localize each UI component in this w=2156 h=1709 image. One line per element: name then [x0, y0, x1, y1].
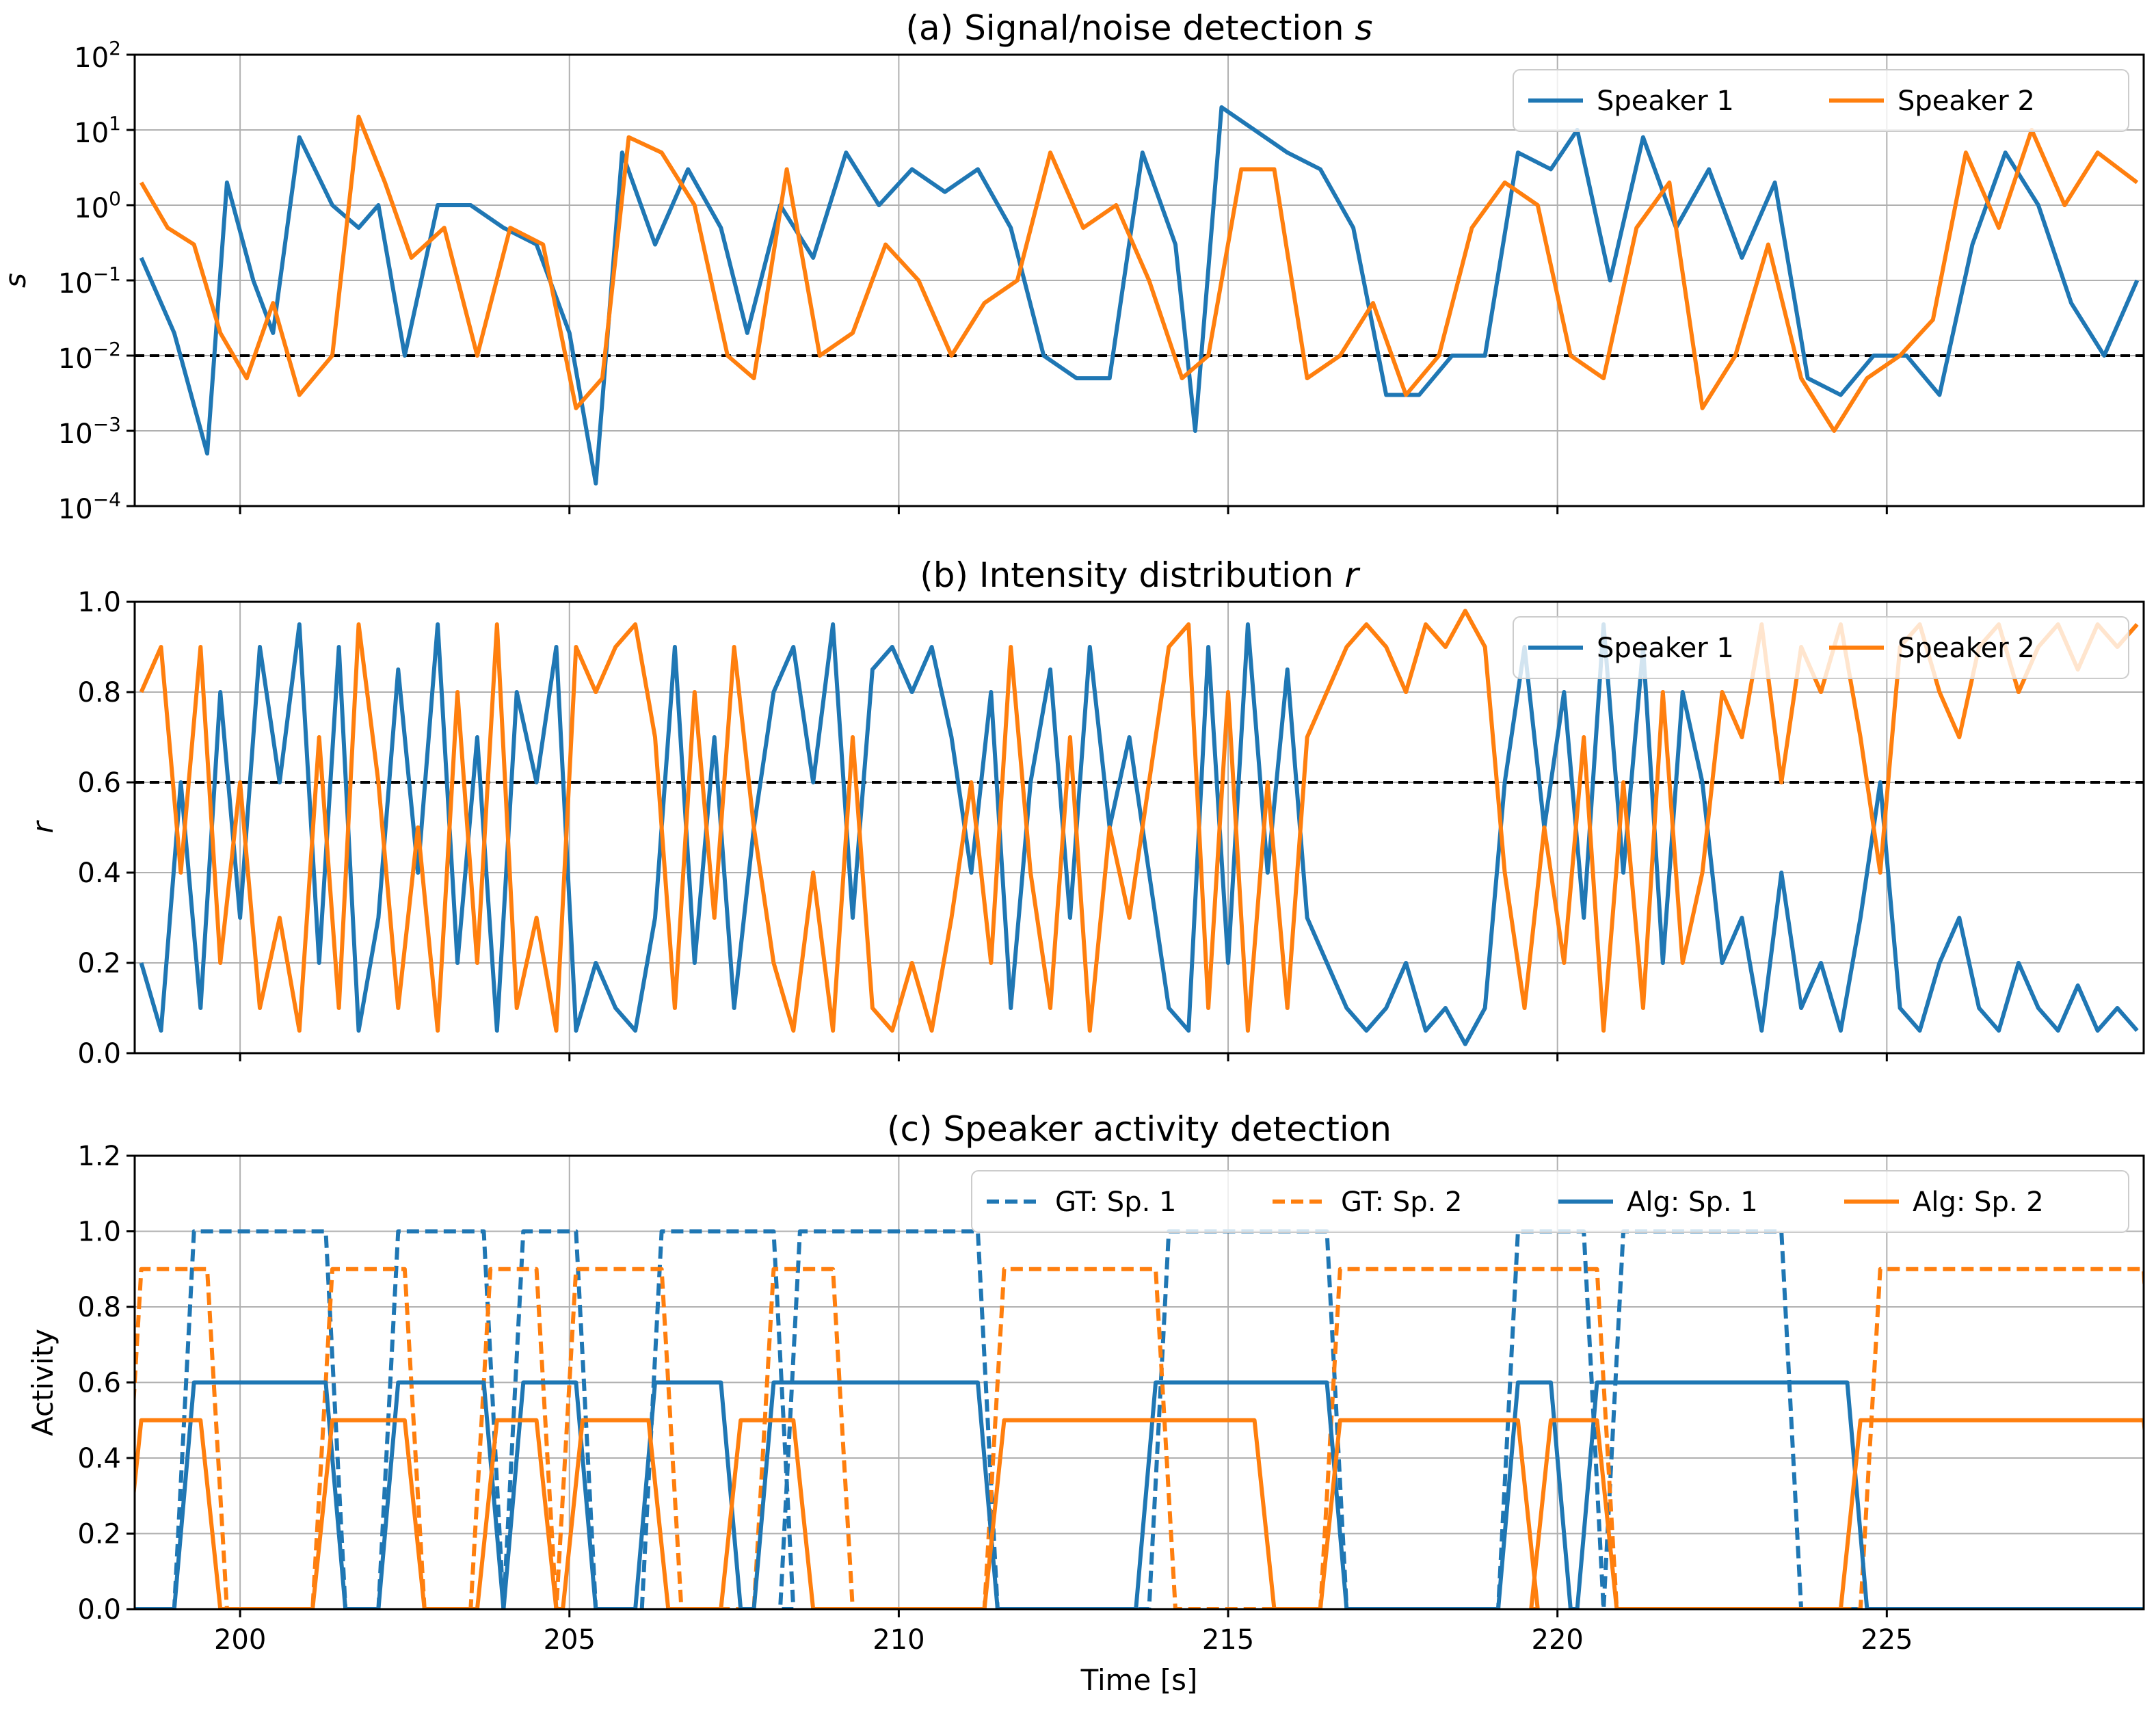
panel-a-legend-box	[1513, 69, 2129, 132]
panel-a-legend: Speaker 1 Speaker 2	[1513, 69, 2129, 132]
panel-b-ytick-label: 0.6	[77, 767, 121, 799]
panel-b-ytick-label: 0.4	[77, 858, 121, 889]
panel-a-ytick-label: 10−4	[58, 488, 121, 525]
panel-c-ytick-label: 1.0	[77, 1217, 121, 1248]
panel-c-series-3	[135, 1380, 2144, 1609]
panel-b-ylabel: r	[26, 820, 59, 834]
panel-b-ytick-label: 0.0	[77, 1038, 121, 1070]
panel-c-ytick-label: 0.6	[77, 1368, 121, 1399]
panel-c-legend-label: Alg: Sp. 1	[1627, 1187, 1758, 1218]
panel-a-ytick-label: 101	[74, 112, 121, 149]
panel-a: 10−4 10−3 10−2 10−1 100 101 102 (a) Signal/nois…	[0, 8, 2145, 525]
panel-a-legend-label: Speaker 2	[1898, 85, 2035, 117]
panel-b-ytick-label: 0.8	[77, 677, 121, 708]
panel-c-ytick-label: 0.0	[77, 1594, 121, 1626]
panel-c-legend-label: GT: Sp. 1	[1055, 1187, 1176, 1218]
panel-c-series-4	[135, 1418, 2144, 1609]
panel-a-series-1	[139, 105, 2140, 486]
panel-a-ytick-label: 10−3	[58, 413, 121, 450]
panel-a-ylabel: s	[0, 273, 32, 288]
panel-c-xtick-label: 220	[1532, 1624, 1584, 1656]
panel-c-ylabel: Activity	[26, 1329, 59, 1436]
panel-c-xtick-label: 200	[214, 1624, 266, 1656]
panel-c-series-1	[135, 1229, 2144, 1609]
panel-c-legend-box	[971, 1170, 2129, 1233]
panel-c-ytick-label: 1.2	[77, 1141, 121, 1172]
panel-b-ytick-label: 0.2	[77, 948, 121, 979]
panel-c-xtick-label: 210	[873, 1624, 924, 1656]
panel-a-ytick-label: 102	[74, 37, 121, 74]
panel-b: 0.0 0.2 0.4 0.6 0.8 1.0 (b) Intensity distribu…	[26, 555, 2145, 1070]
panel-c-ytick-label: 0.4	[77, 1443, 121, 1474]
panel-b-legend: Speaker 1 Speaker 2	[1513, 616, 2129, 679]
panel-a-ytick-label: 10−2	[58, 338, 121, 375]
panel-b-ytick-label: 1.0	[77, 587, 121, 618]
panel-b-series-1	[139, 622, 2139, 1046]
panel-c-legend: GT: Sp. 1 GT: Sp. 2 Alg: Sp. 1 Alg: Sp. 2	[971, 1170, 2129, 1233]
panel-c-xtick-label: 205	[544, 1624, 596, 1656]
panel-c-ytick-label: 0.2	[77, 1519, 121, 1550]
panel-c-legend-label: Alg: Sp. 2	[1913, 1187, 2044, 1218]
panel-c-xtick-label: 225	[1861, 1624, 1913, 1656]
panel-a-ytick-label: 100	[74, 187, 121, 224]
panel-c: 200 205 210 215 220 225 0.0 0.2 0.4 0.6 0.8 1.0 1.2 (…	[26, 1109, 2145, 1697]
panel-b-title: (b) Intensity distribution r	[920, 555, 1361, 595]
panel-a-legend-label: Speaker 1	[1597, 85, 1734, 117]
panel-c-title: (c) Speaker activity detection	[887, 1109, 1392, 1149]
panel-b-legend-label: Speaker 2	[1898, 633, 2035, 664]
panel-c-legend-label: GT: Sp. 2	[1341, 1187, 1462, 1218]
panel-a-ytick-label: 10−1	[58, 263, 121, 300]
panel-b-axes-frame	[133, 600, 2145, 1055]
panel-a-title: (a) Signal/noise detection s	[906, 8, 1373, 48]
panel-c-ytick-label: 0.8	[77, 1292, 121, 1323]
panel-b-legend-box	[1513, 616, 2129, 679]
panel-b-legend-label: Speaker 1	[1597, 633, 1734, 664]
panel-c-xtick-label: 215	[1202, 1624, 1254, 1656]
panel-a-series-2	[139, 114, 2139, 433]
panel-c-xlabel: Time [s]	[1080, 1663, 1198, 1697]
